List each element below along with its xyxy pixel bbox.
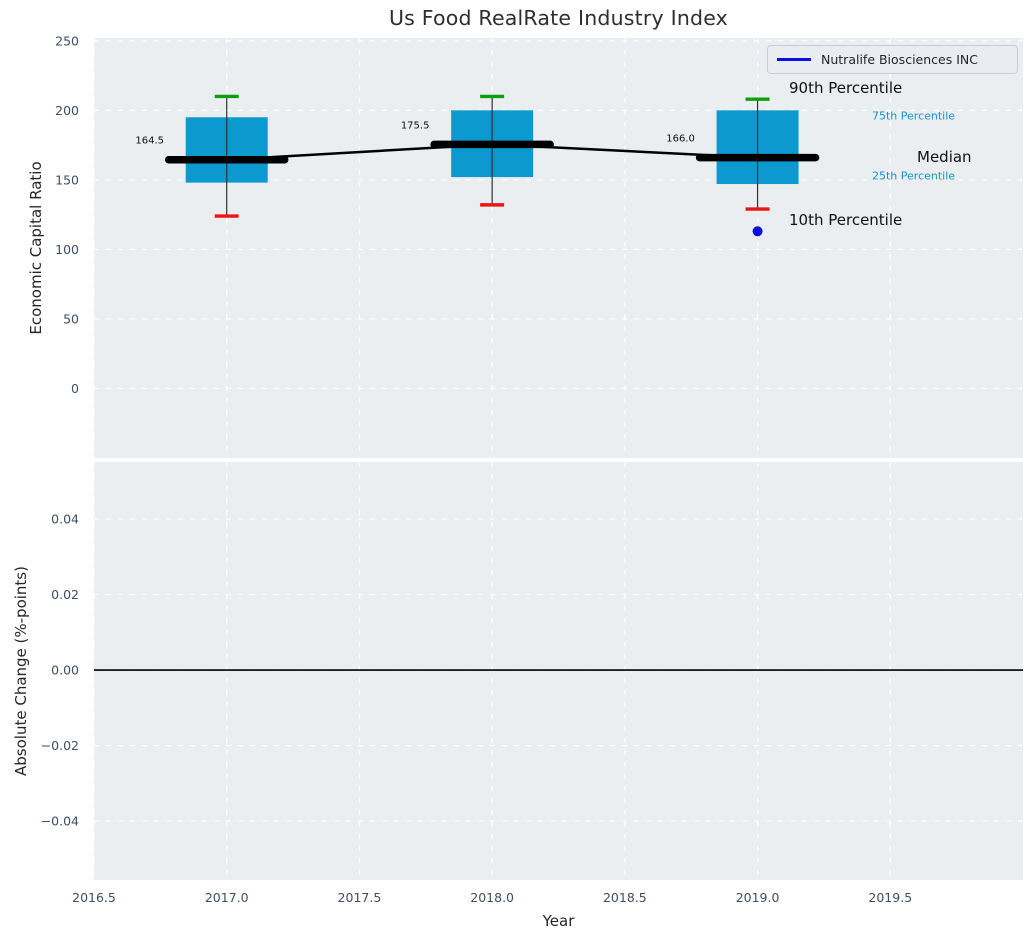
- x-axis-label: Year: [542, 912, 575, 930]
- ytick-label-bottom: 0.02: [51, 587, 79, 602]
- xtick-label: 2017.0: [205, 890, 249, 905]
- xtick-label: 2016.5: [72, 890, 116, 905]
- annotation-75th-percentile: 75th Percentile: [872, 109, 956, 123]
- legend-line-sample-icon: [777, 58, 811, 61]
- annotation-10th-percentile: 10th Percentile: [789, 211, 903, 229]
- xtick-label: 2017.5: [338, 890, 382, 905]
- ytick-label-bottom: 0.04: [51, 512, 79, 527]
- annotation-90th-percentile: 90th Percentile: [789, 79, 903, 97]
- xtick-label: 2018.5: [603, 890, 647, 905]
- ytick-label-top: 50: [63, 311, 79, 326]
- legend-label: Nutralife Biosciences INC: [821, 52, 978, 67]
- legend: Nutralife Biosciences INC: [767, 45, 1018, 74]
- median-value-label-2018: 175.5: [401, 120, 430, 131]
- ytick-label-top: 150: [55, 172, 79, 187]
- y-axis-label-bottom: Absolute Change (%-points): [12, 566, 30, 776]
- ytick-label-top: 250: [55, 33, 79, 48]
- xtick-label: 2019.0: [736, 890, 780, 905]
- annotation-median: Median: [917, 148, 972, 166]
- ytick-label-top: 0: [71, 381, 79, 396]
- median-value-label-2019: 166.0: [666, 134, 695, 145]
- annotation-25th-percentile: 25th Percentile: [872, 169, 956, 183]
- ytick-label-bottom: −0.02: [41, 738, 79, 753]
- xtick-label: 2019.5: [868, 890, 912, 905]
- chart-title: Us Food RealRate Industry Index: [388, 6, 729, 30]
- company-point: [752, 226, 763, 237]
- top-axes-background: [94, 38, 1023, 458]
- ytick-label-bottom: −0.04: [41, 814, 79, 829]
- ytick-label-top: 100: [55, 242, 79, 257]
- xtick-label: 2018.0: [470, 890, 514, 905]
- y-axis-label-top: Economic Capital Ratio: [27, 161, 45, 335]
- ytick-label-bottom: 0.00: [51, 663, 79, 678]
- ytick-label-top: 200: [55, 103, 79, 118]
- median-value-label-2017: 164.5: [135, 136, 164, 147]
- bottom-axes-background: [94, 462, 1023, 880]
